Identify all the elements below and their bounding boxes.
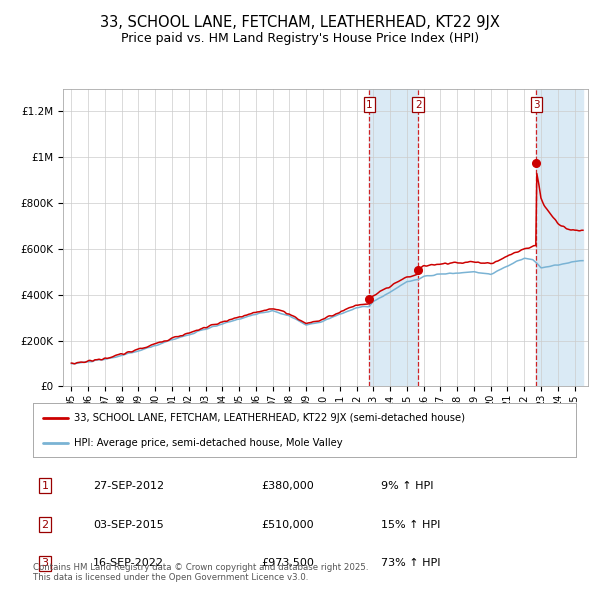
Text: HPI: Average price, semi-detached house, Mole Valley: HPI: Average price, semi-detached house,… <box>74 438 343 448</box>
Text: 3: 3 <box>41 559 49 568</box>
Text: Contains HM Land Registry data © Crown copyright and database right 2025.
This d: Contains HM Land Registry data © Crown c… <box>33 563 368 582</box>
Text: £380,000: £380,000 <box>261 481 314 490</box>
Text: 33, SCHOOL LANE, FETCHAM, LEATHERHEAD, KT22 9JX (semi-detached house): 33, SCHOOL LANE, FETCHAM, LEATHERHEAD, K… <box>74 412 465 422</box>
Text: 27-SEP-2012: 27-SEP-2012 <box>93 481 164 490</box>
Text: £973,500: £973,500 <box>261 559 314 568</box>
Text: 2: 2 <box>41 520 49 529</box>
Text: Price paid vs. HM Land Registry's House Price Index (HPI): Price paid vs. HM Land Registry's House … <box>121 32 479 45</box>
Text: 15% ↑ HPI: 15% ↑ HPI <box>381 520 440 529</box>
Text: 16-SEP-2022: 16-SEP-2022 <box>93 559 164 568</box>
Text: 2: 2 <box>415 100 421 110</box>
Text: 73% ↑ HPI: 73% ↑ HPI <box>381 559 440 568</box>
Text: 33, SCHOOL LANE, FETCHAM, LEATHERHEAD, KT22 9JX: 33, SCHOOL LANE, FETCHAM, LEATHERHEAD, K… <box>100 15 500 30</box>
Bar <box>369 88 418 386</box>
Text: 1: 1 <box>366 100 373 110</box>
Bar <box>536 88 583 386</box>
Text: 03-SEP-2015: 03-SEP-2015 <box>93 520 164 529</box>
Text: £510,000: £510,000 <box>261 520 314 529</box>
Text: 1: 1 <box>41 481 49 490</box>
Text: 9% ↑ HPI: 9% ↑ HPI <box>381 481 433 490</box>
Text: 3: 3 <box>533 100 539 110</box>
